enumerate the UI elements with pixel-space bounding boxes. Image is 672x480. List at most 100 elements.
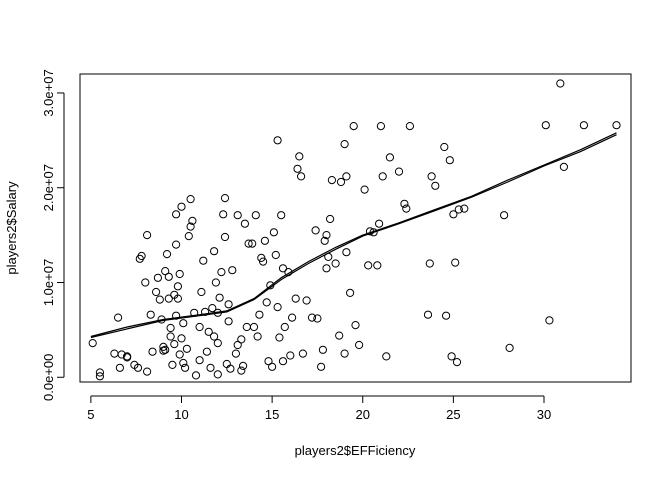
data-point	[237, 366, 246, 375]
data-point	[346, 288, 355, 297]
data-point	[213, 370, 222, 379]
data-point	[210, 247, 219, 256]
data-point	[244, 239, 253, 248]
data-point	[219, 210, 228, 219]
data-point	[133, 363, 143, 372]
data-point	[268, 362, 277, 371]
data-point	[322, 264, 331, 273]
data-point	[317, 362, 326, 371]
data-point	[220, 232, 230, 242]
data-point	[271, 250, 280, 260]
data-point	[199, 256, 208, 265]
data-point	[460, 204, 469, 213]
data-point	[161, 267, 170, 276]
data-point	[378, 172, 387, 181]
y-tick-label: 2.0e+07	[41, 164, 56, 211]
data-point	[286, 351, 295, 360]
data-point	[166, 332, 175, 341]
data-point	[202, 347, 211, 356]
data-point	[320, 236, 329, 245]
data-point	[400, 199, 409, 208]
data-point	[454, 205, 463, 214]
data-point	[559, 162, 569, 171]
data-point	[224, 317, 233, 326]
x-axis: 5 10 15 20 25 30	[87, 395, 551, 422]
data-point	[226, 364, 235, 373]
data-point	[251, 211, 260, 220]
data-point	[166, 323, 175, 333]
data-point	[307, 313, 317, 322]
data-point	[376, 122, 385, 131]
data-point	[137, 251, 146, 261]
data-point	[445, 156, 454, 165]
data-point	[505, 343, 514, 352]
data-point	[123, 353, 132, 362]
data-point	[206, 363, 215, 372]
data-point	[88, 339, 97, 348]
data-point	[204, 327, 213, 336]
data-point	[195, 356, 204, 365]
data-point	[273, 136, 282, 145]
data-point	[237, 335, 246, 344]
data-point	[262, 298, 271, 307]
data-point	[181, 363, 190, 372]
data-point	[440, 142, 449, 152]
data-point	[210, 332, 219, 341]
data-point	[351, 321, 360, 330]
fit-line	[90, 134, 617, 339]
data-point	[172, 210, 181, 219]
data-point	[291, 294, 300, 303]
x-tick-label: 30	[537, 407, 551, 422]
data-point	[211, 278, 220, 287]
data-point	[327, 176, 336, 185]
data-point	[164, 272, 173, 281]
data-point	[298, 349, 307, 358]
data-point	[278, 357, 288, 366]
data-point	[173, 294, 182, 303]
data-point	[179, 319, 188, 328]
data-point	[173, 282, 182, 291]
data-point	[394, 167, 404, 176]
data-point	[269, 228, 278, 237]
data-point	[349, 122, 358, 131]
fit-lines-layer	[90, 132, 617, 339]
data-point	[264, 357, 273, 366]
data-point	[335, 331, 344, 340]
data-point	[375, 219, 384, 228]
data-point	[278, 264, 288, 273]
data-point	[427, 172, 436, 181]
data-point	[260, 236, 269, 245]
data-point	[213, 339, 222, 348]
data-point	[612, 121, 621, 130]
data-point	[331, 259, 340, 268]
data-point	[170, 340, 179, 349]
data-point	[302, 296, 311, 305]
y-tick-label: 3.0e+07	[41, 69, 56, 116]
data-point	[175, 350, 184, 359]
data-point	[545, 316, 554, 325]
data-point	[340, 349, 349, 358]
data-point	[168, 360, 177, 369]
data-point	[179, 358, 188, 368]
data-point	[186, 222, 195, 231]
data-point	[177, 334, 186, 343]
x-axis-label: players2$EFFiciency	[295, 443, 416, 458]
data-point	[162, 250, 172, 259]
data-point	[159, 346, 168, 355]
data-point	[257, 253, 266, 262]
data-point	[342, 248, 351, 257]
data-point	[233, 340, 242, 350]
data-point	[228, 266, 237, 275]
data-point	[336, 177, 346, 187]
data-point	[184, 232, 193, 241]
data-point	[556, 79, 565, 88]
data-point	[248, 239, 257, 248]
data-point	[161, 345, 170, 354]
data-point	[293, 164, 302, 173]
data-point	[340, 140, 349, 149]
data-point	[442, 311, 451, 320]
data-point	[114, 313, 123, 322]
data-point	[288, 313, 297, 322]
data-point	[259, 257, 268, 266]
